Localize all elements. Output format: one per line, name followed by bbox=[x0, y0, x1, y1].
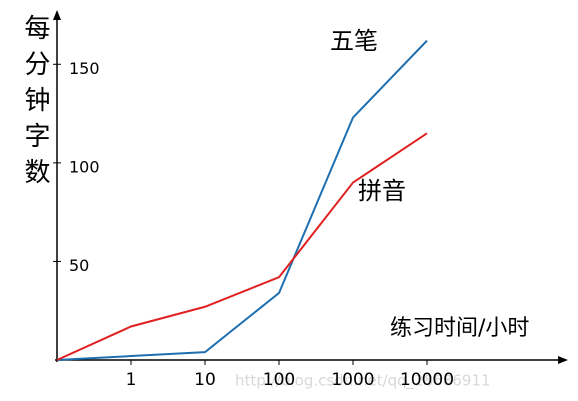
y-axis-label: 每分钟字数 bbox=[20, 14, 50, 194]
watermark: http://blog.csdn.net/qq_28686911 bbox=[235, 372, 491, 391]
series-label: 五笔 bbox=[330, 27, 378, 55]
y-tick-label: 100 bbox=[69, 157, 100, 176]
x-tick-label: 1 bbox=[126, 370, 137, 390]
series-label: 拼音 bbox=[358, 177, 406, 205]
x-tick-label: 100 bbox=[263, 370, 295, 390]
y-axis-arrow bbox=[53, 10, 61, 20]
x-axis-label: 练习时间/小时 bbox=[390, 316, 529, 341]
series-line bbox=[56, 39, 428, 361]
y-tick-label: 50 bbox=[69, 256, 89, 275]
x-tick-label: 10 bbox=[194, 370, 216, 390]
y-tick-label: 150 bbox=[69, 59, 100, 78]
x-tick-label: 10000 bbox=[400, 370, 454, 390]
x-axis-arrow bbox=[558, 356, 568, 364]
series-line bbox=[56, 132, 428, 361]
x-tick-label: 1000 bbox=[331, 370, 374, 390]
